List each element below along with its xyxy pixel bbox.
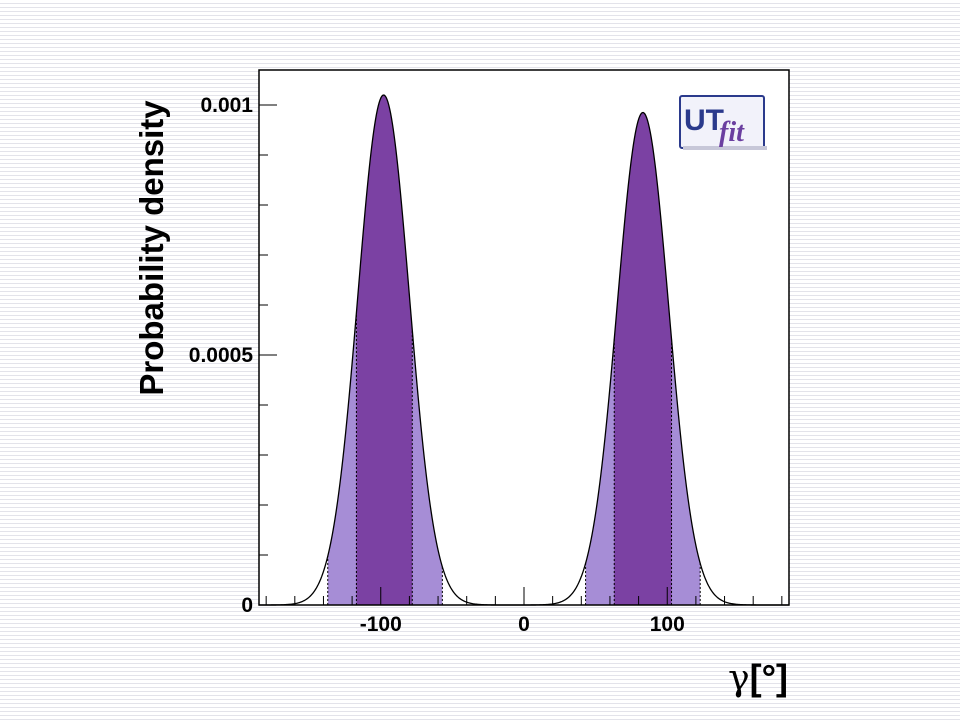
x-tick-label: 100	[650, 613, 685, 636]
inner-band-peak-2	[614, 112, 672, 605]
y-axis-title: Probability density	[133, 100, 170, 396]
y-tick-label: 0	[241, 594, 253, 617]
credible-interval-bands	[327, 95, 701, 605]
interval-boundary-lines	[327, 312, 701, 605]
utfit-logo: UT fit	[679, 95, 767, 150]
x-axis-symbol: γ	[728, 658, 750, 699]
x-axis-title: γ[°]	[728, 657, 788, 699]
y-tick-label: 0.001	[200, 94, 253, 117]
logo-text-main: UT	[684, 104, 724, 137]
logo-shadow	[683, 146, 767, 150]
x-axis-ticks: -100 0 100	[265, 587, 783, 636]
y-axis-ticks: 0 0.0005 0.001	[189, 94, 277, 617]
x-tick-label: 0	[518, 613, 530, 636]
y-tick-label: 0.0005	[189, 344, 254, 367]
x-axis-unit: [°]	[750, 657, 788, 698]
logo-text-sub: fit	[719, 117, 745, 148]
x-tick-label: -100	[360, 613, 402, 636]
inner-band-peak-1	[356, 95, 413, 605]
